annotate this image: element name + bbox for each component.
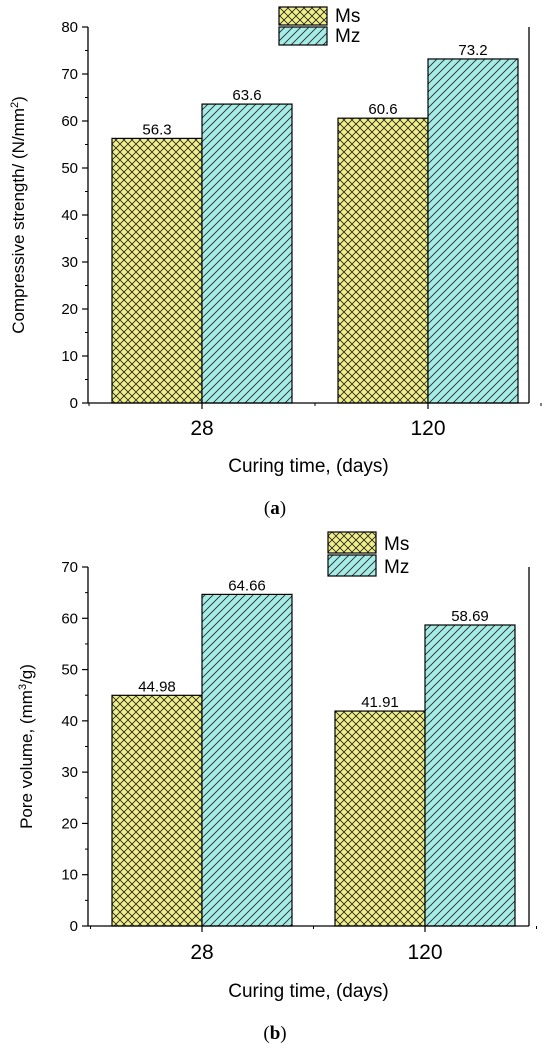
panel-caption-letter: b xyxy=(270,1023,281,1044)
y-axis-label: Compressive strength/ (N/mm2) xyxy=(9,96,28,334)
panel-caption: (a) xyxy=(264,498,286,519)
legend-swatch-mz xyxy=(278,26,328,46)
data-label-ms-28: 56.3 xyxy=(142,121,171,138)
x-tick-label-120: 120 xyxy=(410,417,445,440)
y-tick-label: 0 xyxy=(70,395,78,412)
panel-caption-letter: a xyxy=(270,498,280,519)
panel-caption-open: ( xyxy=(263,1023,269,1044)
panel-caption-close: ) xyxy=(280,1023,286,1044)
data-label-ms-120: 41.91 xyxy=(361,694,399,711)
chart-panel-a: 56.3 63.6 60.6 73.2 0 10 20 30 40 50 60 70 80 28 120 Cu… xyxy=(9,6,542,519)
data-label-mz-120: 73.2 xyxy=(458,42,487,59)
bar-ms-120 xyxy=(337,117,429,404)
legend-swatch-ms xyxy=(278,6,328,26)
y-axis-label-close: /g) xyxy=(17,664,36,684)
y-tick-label: 0 xyxy=(70,918,78,935)
legend-label-ms: Ms xyxy=(384,534,409,555)
panel-caption: (b) xyxy=(263,1023,286,1044)
data-label-mz-28: 63.6 xyxy=(232,87,261,104)
data-label-ms-28: 44.98 xyxy=(138,678,176,695)
y-tick-label: 20 xyxy=(61,815,78,832)
legend-swatch-mz xyxy=(327,554,377,577)
bar-ms-28 xyxy=(111,694,203,927)
bar-mz-120 xyxy=(424,624,516,927)
legend-label-ms: Ms xyxy=(335,6,360,27)
y-tick-label: 10 xyxy=(61,867,78,884)
y-tick-label: 50 xyxy=(61,160,78,177)
legend-swatch-ms xyxy=(327,531,377,554)
y-axis-label-close: ) xyxy=(9,96,28,102)
bar-mz-28 xyxy=(201,103,293,404)
y-tick-label: 10 xyxy=(61,348,78,365)
y-axis-label: Pore volume, (mm3/g) xyxy=(17,664,36,829)
y-axis-label-superscript: 3 xyxy=(17,684,29,690)
legend-label-mz: Mz xyxy=(384,557,409,578)
y-tick-label: 50 xyxy=(61,662,78,679)
y-axis-label-superscript: 2 xyxy=(9,102,21,108)
data-label-mz-120: 58.69 xyxy=(451,608,489,625)
bar-ms-120 xyxy=(334,710,426,927)
y-tick-label: 40 xyxy=(61,713,78,730)
y-tick-label: 30 xyxy=(61,764,78,781)
x-axis-label: Curing time, (days) xyxy=(228,456,389,477)
y-tick-label: 40 xyxy=(61,207,78,224)
bar-ms-28 xyxy=(111,137,203,404)
panel-caption-open: ( xyxy=(264,498,270,519)
y-tick-label: 30 xyxy=(61,254,78,271)
x-tick-label-120: 120 xyxy=(407,941,442,964)
y-tick-label: 60 xyxy=(61,610,78,627)
data-label-mz-28: 64.66 xyxy=(228,577,266,594)
x-axis-label: Curing time, (days) xyxy=(228,981,389,1002)
data-label-ms-120: 60.6 xyxy=(368,101,397,118)
x-tick-label-28: 28 xyxy=(190,941,213,964)
y-axis-label-main: Pore volume, (mm xyxy=(17,690,36,829)
x-tick-label-28: 28 xyxy=(190,417,213,440)
y-tick-label: 70 xyxy=(61,66,78,83)
y-tick-label: 60 xyxy=(61,113,78,130)
y-tick-label: 20 xyxy=(61,301,78,318)
bar-mz-120 xyxy=(427,58,519,404)
y-tick-label: 70 xyxy=(61,559,78,576)
y-axis-label-main: Compressive strength/ (N/mm xyxy=(9,108,28,334)
panel-caption-close: ) xyxy=(280,498,286,519)
chart-panel-b: 44.98 64.66 41.91 58.69 0 10 20 30 40 50 60 70 28 120… xyxy=(17,531,537,1044)
legend-label-mz: Mz xyxy=(335,26,360,47)
y-tick-label: 80 xyxy=(61,19,78,36)
bar-mz-28 xyxy=(201,593,293,927)
